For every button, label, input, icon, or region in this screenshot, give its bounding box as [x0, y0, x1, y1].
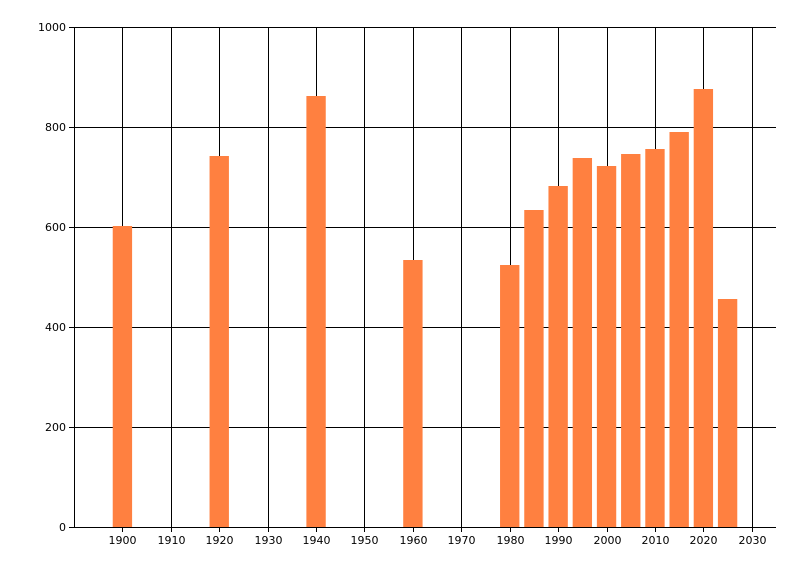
x-tick-label: 1950 [351, 534, 379, 547]
x-tick-label: 2030 [739, 534, 767, 547]
x-tick-label: 1900 [109, 534, 137, 547]
bar [112, 226, 133, 527]
bar [596, 166, 617, 527]
bars [112, 89, 738, 527]
bar [717, 299, 738, 527]
x-tick-label: 1930 [255, 534, 283, 547]
bar [548, 186, 568, 527]
x-tick-label: 1910 [158, 534, 186, 547]
x-tick-label: 1940 [303, 534, 331, 547]
x-tick-label: 1990 [545, 534, 573, 547]
x-tick-label: 1980 [497, 534, 525, 547]
bar [621, 154, 641, 527]
y-tick-label: 200 [45, 421, 66, 434]
x-tick-label: 1920 [206, 534, 234, 547]
y-tick-label: 1000 [38, 21, 66, 34]
bar [500, 265, 520, 527]
x-tick-label: 1960 [400, 534, 428, 547]
bar [306, 96, 326, 527]
x-tick-label: 2020 [690, 534, 718, 547]
x-tick-label: 1970 [448, 534, 476, 547]
bar [524, 210, 544, 527]
x-tick-label: 2000 [594, 534, 622, 547]
x-tick-label: 2010 [642, 534, 670, 547]
bar [403, 260, 423, 527]
tick-labels: 0 200 400 600 800 1000 1900 1910 1920 1930 1940 195… [38, 21, 767, 547]
bar [572, 158, 593, 527]
bar [693, 89, 714, 527]
y-tick-label: 800 [45, 121, 66, 134]
bar [669, 132, 689, 527]
y-tick-label: 400 [45, 321, 66, 334]
y-tick-label: 600 [45, 221, 66, 234]
bar [209, 156, 229, 527]
y-tick-label: 0 [59, 521, 66, 534]
axes [74, 27, 776, 528]
bar [645, 149, 665, 527]
